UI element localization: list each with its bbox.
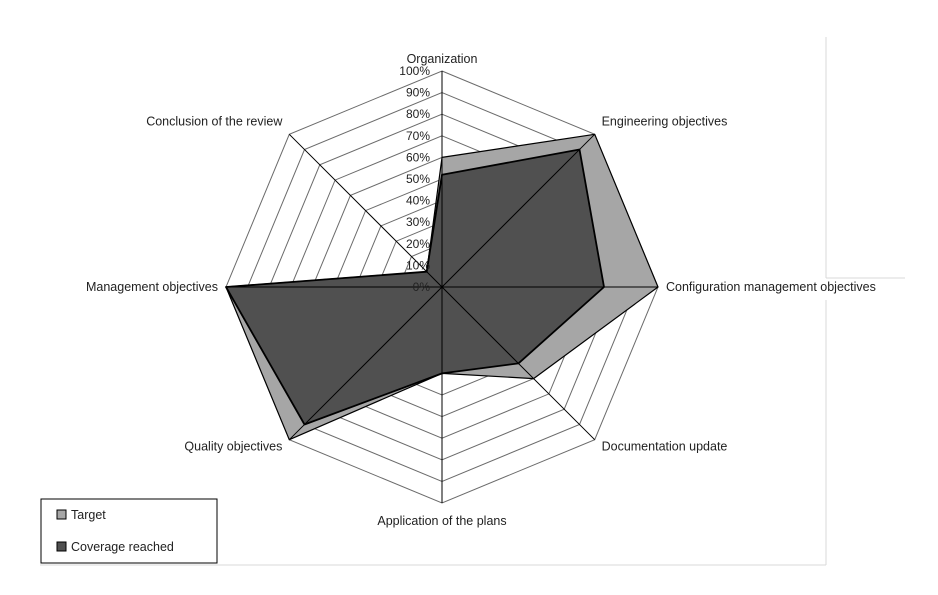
tick-label-90pct: 90% bbox=[406, 86, 430, 100]
radar-spokes bbox=[226, 71, 658, 503]
axis-label-engineering-objectives: Engineering objectives bbox=[602, 114, 728, 128]
radar-tick-labels: 0% 10% 20% 30% 40% 50% 60% 70% 80% 90% 100% bbox=[399, 64, 430, 294]
spoke-conclusion-of-the-review bbox=[288, 133, 443, 288]
tick-label-20pct: 20% bbox=[406, 237, 430, 251]
tick-label-30pct: 30% bbox=[406, 215, 430, 229]
axis-label-application-of-the-plans: Application of the plans bbox=[377, 514, 506, 528]
spoke-documentation-update bbox=[441, 286, 596, 441]
tick-label-10pct: 10% bbox=[406, 258, 430, 272]
axis-label-conclusion-of-the-review: Conclusion of the review bbox=[146, 114, 283, 128]
axis-label-quality-objectives: Quality objectives bbox=[184, 440, 282, 454]
tick-label-50pct: 50% bbox=[406, 172, 430, 186]
tick-label-80pct: 80% bbox=[406, 107, 430, 121]
legend-label-target: Target bbox=[71, 508, 106, 522]
spoke-engineering-objectives bbox=[441, 133, 596, 288]
legend: Target Coverage reached bbox=[40, 498, 218, 564]
tick-label-70pct: 70% bbox=[406, 129, 430, 143]
radar-axis-labels: Organization Engineering objectives Config… bbox=[86, 52, 876, 528]
legend-label-coverage-reached: Coverage reached bbox=[71, 540, 174, 554]
axis-label-documentation-update: Documentation update bbox=[602, 440, 728, 454]
tick-label-100pct: 100% bbox=[399, 64, 430, 78]
legend-swatch-coverage-reached bbox=[56, 541, 67, 552]
spoke-quality-objectives bbox=[288, 286, 443, 441]
axis-label-configuration-management-objectives: Configuration management objectives bbox=[666, 280, 876, 294]
legend-box bbox=[40, 498, 218, 564]
legend-swatch-target bbox=[56, 509, 67, 520]
axis-label-organization: Organization bbox=[407, 52, 478, 66]
axis-label-management-objectives: Management objectives bbox=[86, 280, 218, 294]
tick-label-0pct: 0% bbox=[413, 280, 431, 294]
tick-label-40pct: 40% bbox=[406, 194, 430, 208]
tick-label-60pct: 60% bbox=[406, 150, 430, 164]
